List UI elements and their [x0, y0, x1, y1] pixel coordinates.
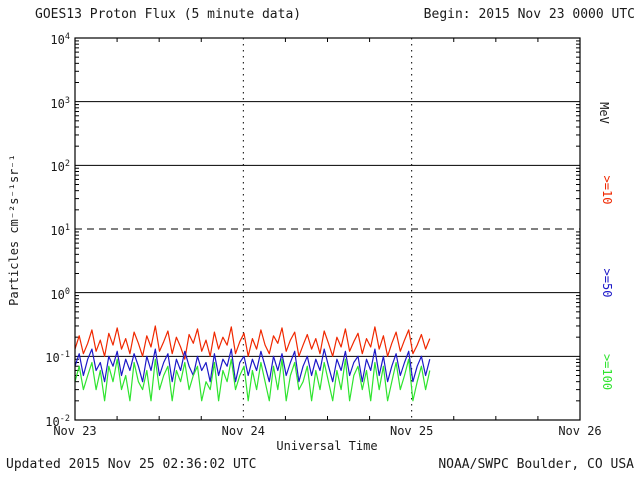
y-tick-label: 102 [50, 159, 70, 175]
credit-label: NOAA/SWPC Boulder, CO USA [438, 457, 634, 472]
series-label-ge100: >=100 [600, 353, 614, 391]
y-tick-label: 10-1 [45, 350, 70, 366]
right-axis-unit-label: MeV [597, 102, 611, 124]
begin-timestamp: Begin: 2015 Nov 23 0000 UTC [423, 7, 635, 22]
y-tick-label: 103 [50, 95, 70, 111]
y-tick-label: 104 [50, 32, 70, 47]
x-axis-label: Universal Time [276, 439, 378, 453]
x-tick-label: Nov 24 [221, 424, 265, 438]
chart-title: GOES13 Proton Flux (5 minute data) [35, 7, 302, 22]
y-tick-label: 100 [50, 286, 70, 302]
series-label-ge10: >=10 [600, 175, 614, 205]
y-tick-label: 10-2 [45, 414, 70, 429]
x-tick-label: Nov 23 [53, 424, 97, 438]
updated-timestamp: Updated 2015 Nov 25 02:36:02 UTC [6, 457, 257, 472]
y-axis-label: Particles cm⁻²s⁻¹sr⁻¹ [7, 154, 21, 306]
y-tick-label: 101 [50, 223, 70, 238]
x-tick-label: Nov 25 [389, 424, 434, 438]
x-tick-label: Nov 26 [558, 424, 602, 438]
series-label-ge50: >=50 [600, 268, 614, 298]
